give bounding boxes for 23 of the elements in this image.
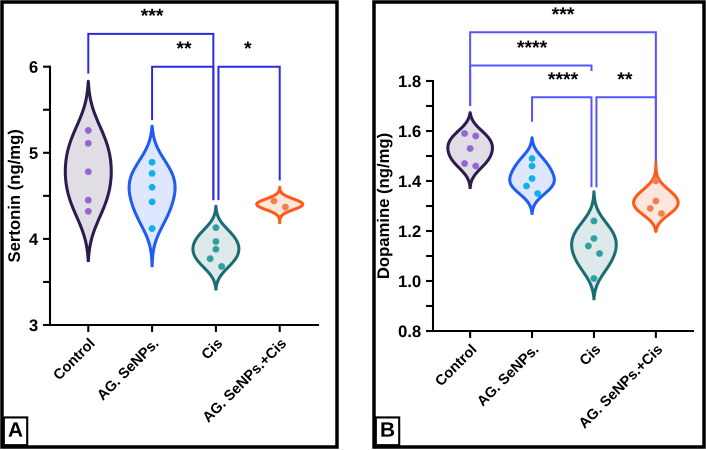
text: A xyxy=(8,422,22,437)
y-tick-label: 0.8 xyxy=(398,325,421,338)
text: B xyxy=(381,422,394,437)
y-tick-label: 1.2 xyxy=(399,225,421,238)
text: **** xyxy=(516,40,548,48)
y-axis-title: Sertonin (ng/mg) xyxy=(8,130,24,262)
y-tick-label: 1.8 xyxy=(399,75,421,88)
y-tick-label: 4 xyxy=(29,233,38,245)
text: * xyxy=(244,42,252,49)
text: **** xyxy=(548,72,578,80)
y-axis-title: Dopamine (ng/mg) xyxy=(376,134,392,278)
y-tick-label: 1.4 xyxy=(399,176,422,188)
y-tick-label: 6 xyxy=(30,61,38,73)
x-tick-label: Cis xyxy=(200,337,224,360)
text: *** xyxy=(552,7,574,15)
y-tick-label: 1.0 xyxy=(399,275,421,288)
text: ** xyxy=(176,42,192,49)
y-tick-label: 1.6 xyxy=(399,125,421,138)
text: *** xyxy=(140,8,164,16)
y-tick-label: 3 xyxy=(29,319,38,332)
y-tick-label: 5 xyxy=(29,147,38,160)
x-tick-label: Cis xyxy=(578,343,602,366)
text: ** xyxy=(617,72,632,80)
